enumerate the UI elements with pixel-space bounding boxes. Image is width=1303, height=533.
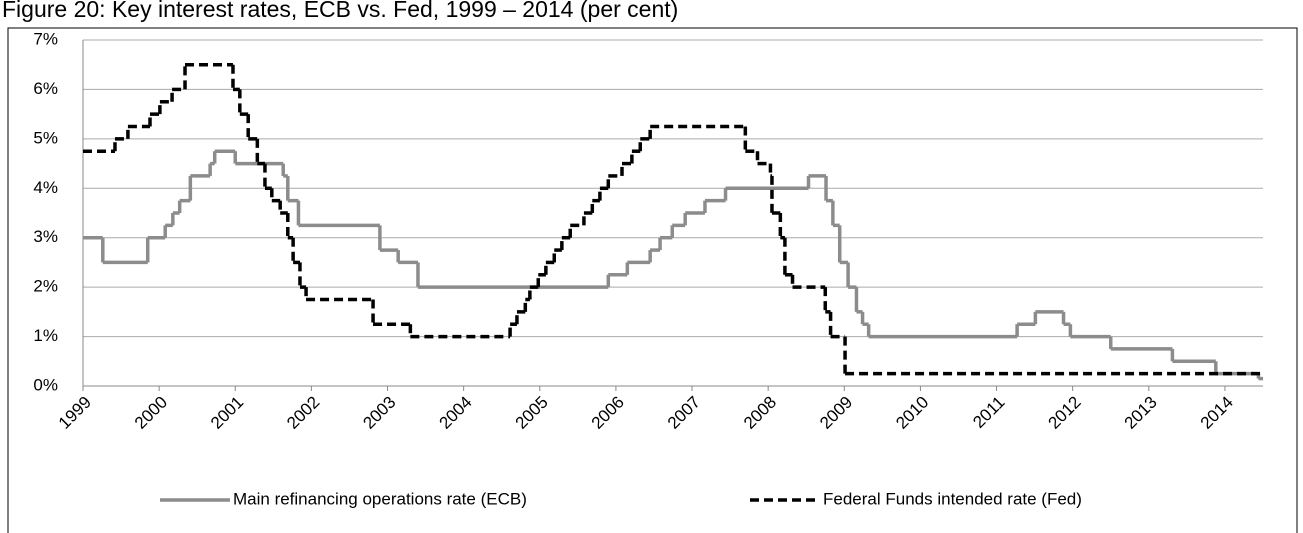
y-tick-label: 6% [33, 79, 58, 98]
y-tick-label: 5% [33, 128, 58, 147]
x-tick-label: 2003 [359, 393, 399, 433]
y-tick-label: 4% [33, 178, 58, 197]
y-tick-label: 7% [33, 29, 58, 48]
x-tick-label: 2010 [892, 393, 932, 433]
x-tick-label: 1999 [55, 393, 95, 433]
x-tick-label: 2013 [1121, 393, 1161, 433]
x-tick-label: 2008 [740, 393, 780, 433]
x-tick-label: 2002 [283, 393, 323, 433]
x-tick-label: 2012 [1044, 393, 1084, 433]
x-tick-label: 2000 [131, 393, 171, 433]
chart-frame [7, 27, 1298, 533]
x-tick-label: 2009 [816, 393, 856, 433]
y-tick-label: 1% [33, 326, 58, 345]
legend-label: Federal Funds intended rate (Fed) [823, 489, 1082, 508]
x-tick-label: 2014 [1197, 393, 1237, 433]
x-tick-label: 2011 [969, 393, 1008, 432]
chart-title: Figure 20: Key interest rates, ECB vs. F… [2, 0, 678, 22]
x-tick-label: 2001 [207, 393, 247, 433]
y-tick-label: 2% [33, 277, 58, 296]
y-tick-label: 0% [33, 375, 58, 394]
x-tick-label: 2005 [512, 393, 552, 433]
x-tick-label: 2004 [435, 393, 475, 433]
y-tick-label: 3% [33, 227, 58, 246]
x-tick-label: 2007 [664, 393, 704, 433]
legend-label: Main refinancing operations rate (ECB) [233, 489, 527, 508]
x-tick-label: 2006 [588, 393, 628, 433]
